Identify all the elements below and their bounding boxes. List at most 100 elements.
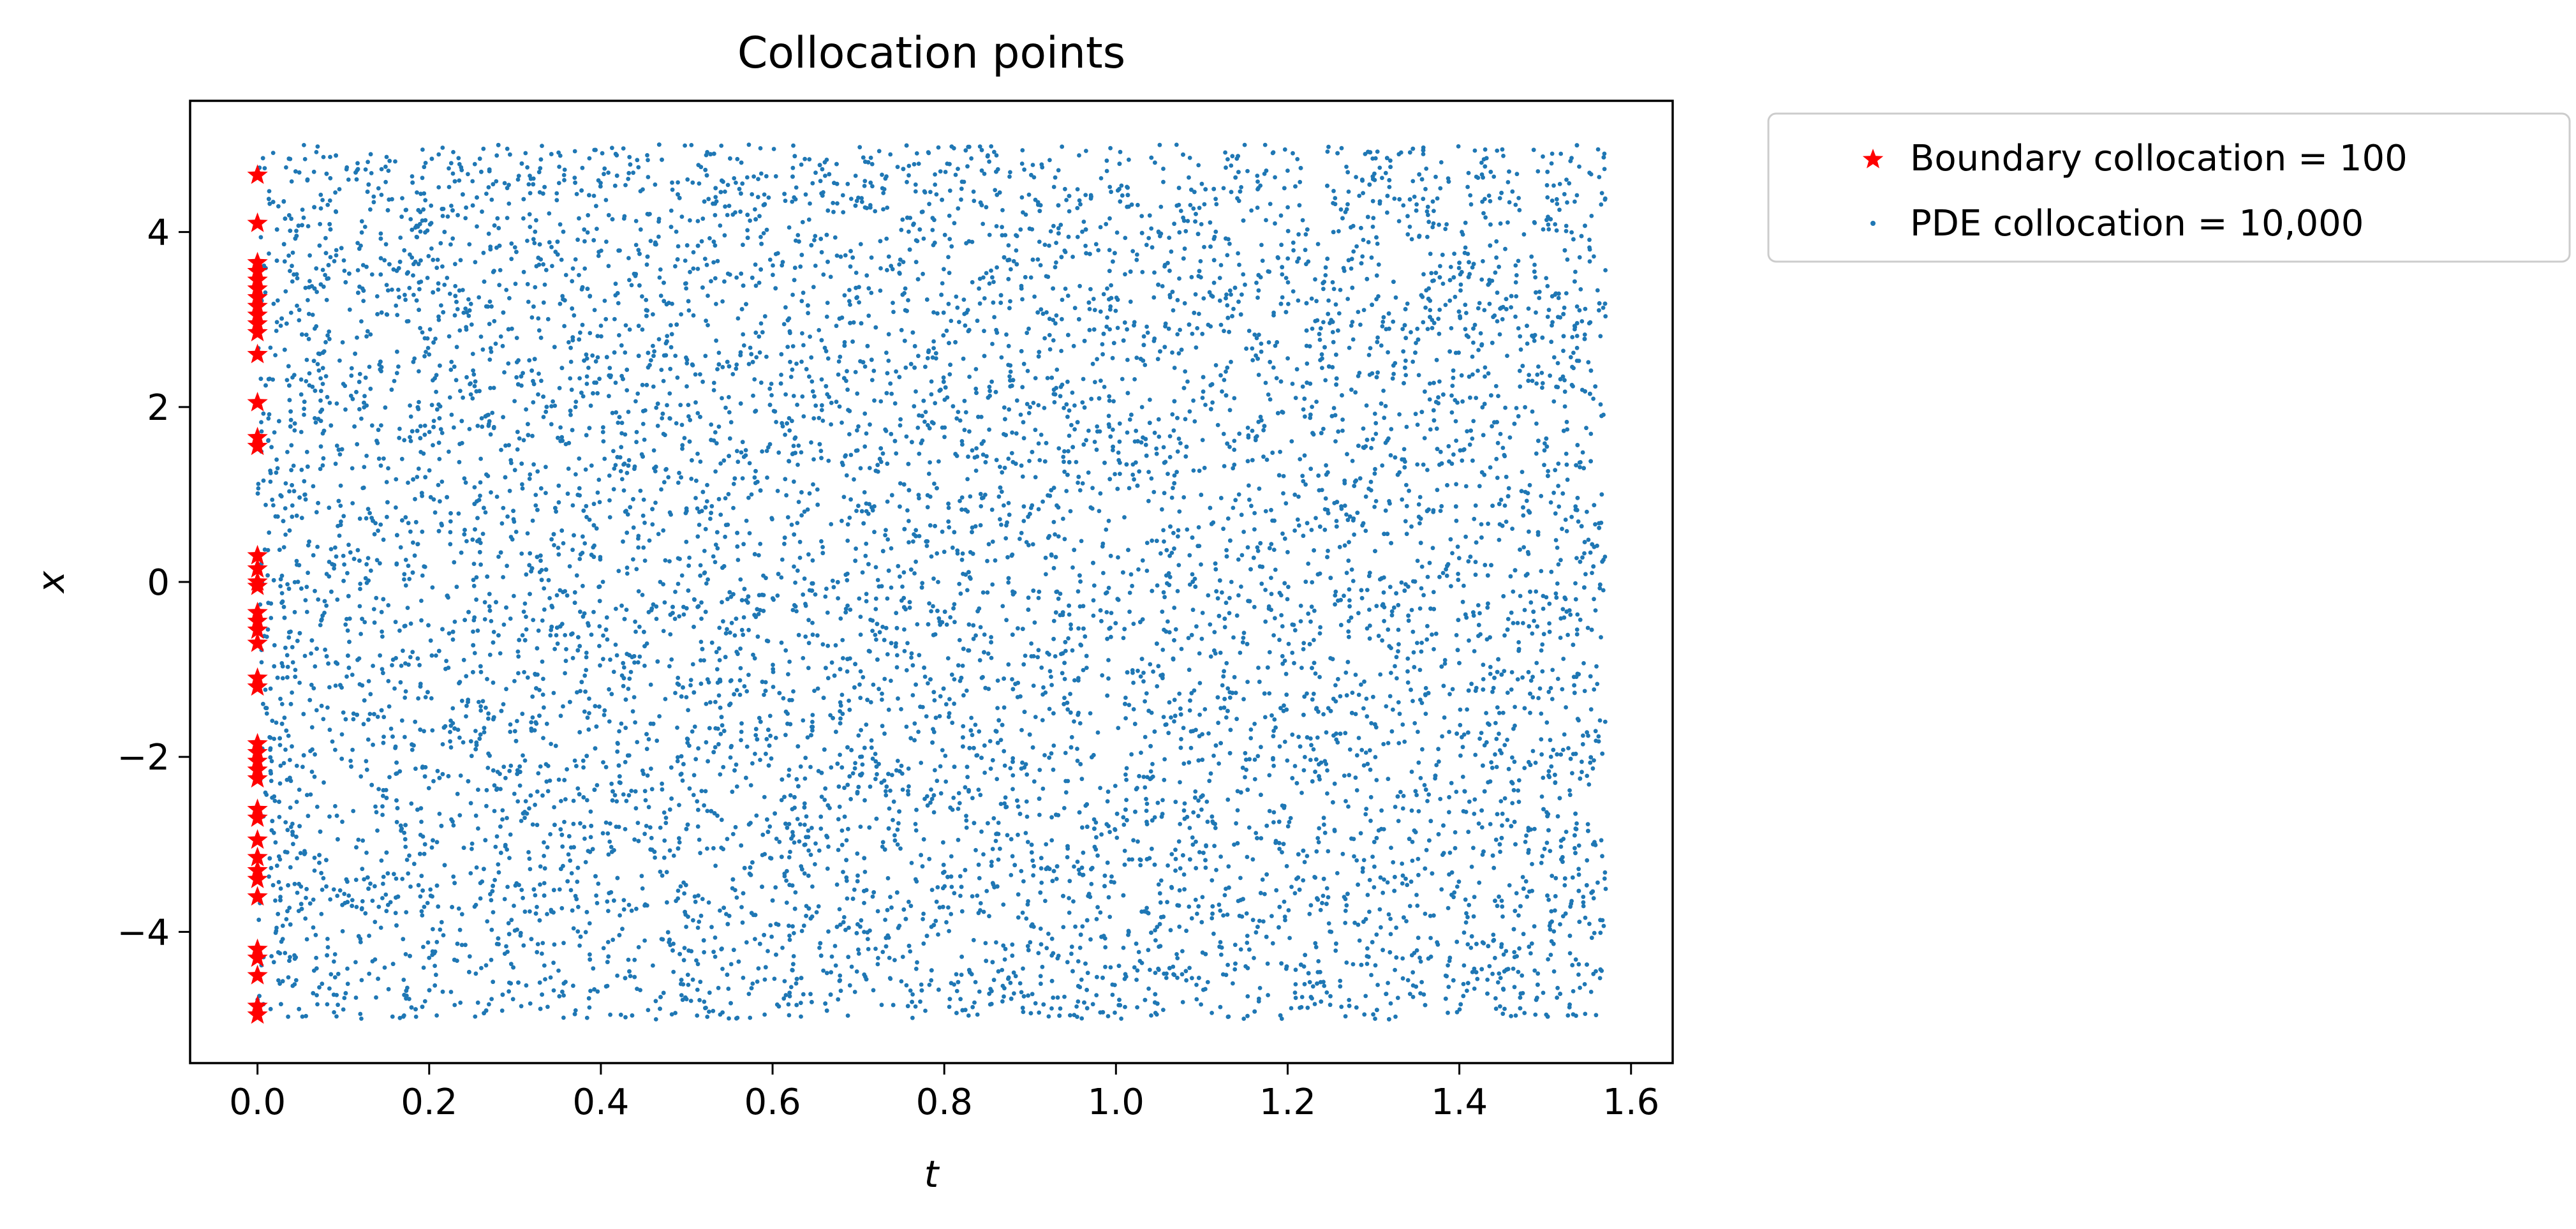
pde-point xyxy=(943,754,948,758)
pde-point xyxy=(737,678,743,683)
pde-point xyxy=(507,295,512,301)
pde-point xyxy=(673,264,677,269)
pde-point xyxy=(938,694,943,699)
pde-point xyxy=(1333,302,1338,307)
pde-point xyxy=(1536,696,1541,701)
pde-point xyxy=(1060,297,1065,302)
pde-point xyxy=(1256,666,1261,670)
pde-point xyxy=(1079,977,1084,982)
pde-point xyxy=(588,835,593,840)
pde-point xyxy=(985,590,990,595)
pde-point xyxy=(1326,849,1331,854)
pde-point xyxy=(961,693,966,698)
pde-point xyxy=(1139,214,1144,218)
pde-point xyxy=(1539,569,1544,574)
pde-point xyxy=(1539,371,1544,375)
pde-point xyxy=(1143,442,1148,447)
pde-point xyxy=(1252,510,1257,516)
pde-point xyxy=(771,685,776,689)
pde-point xyxy=(1365,946,1370,951)
pde-point xyxy=(1109,634,1113,639)
pde-point xyxy=(1349,387,1354,392)
pde-point xyxy=(345,966,350,971)
pde-point xyxy=(334,253,339,258)
pde-point xyxy=(1497,264,1502,269)
pde-point xyxy=(787,225,792,230)
pde-point xyxy=(1241,636,1246,640)
pde-point xyxy=(927,983,932,987)
pde-point xyxy=(332,258,337,264)
pde-point xyxy=(808,853,813,857)
pde-point xyxy=(595,355,600,360)
pde-point xyxy=(1498,976,1503,980)
pde-point xyxy=(327,336,332,341)
pde-point xyxy=(1488,822,1493,826)
pde-point xyxy=(1123,696,1128,700)
pde-point xyxy=(294,228,299,234)
pde-point xyxy=(1551,929,1557,934)
pde-point xyxy=(1308,757,1313,763)
pde-point xyxy=(609,781,614,786)
pde-point xyxy=(1296,298,1301,303)
pde-point xyxy=(691,266,696,271)
pde-point xyxy=(1145,331,1150,335)
pde-point xyxy=(899,327,904,332)
pde-point xyxy=(799,299,804,304)
pde-point xyxy=(603,764,609,770)
pde-point xyxy=(1346,558,1351,563)
pde-point xyxy=(1518,384,1523,389)
pde-point xyxy=(1036,648,1041,653)
pde-point xyxy=(715,546,720,551)
pde-point xyxy=(567,564,572,569)
pde-point xyxy=(625,571,630,576)
pde-point xyxy=(1316,959,1321,964)
pde-point xyxy=(1396,219,1402,223)
pde-point xyxy=(1281,491,1285,496)
pde-point xyxy=(933,401,938,406)
pde-point xyxy=(862,411,868,416)
pde-point xyxy=(1568,355,1573,360)
pde-point xyxy=(350,501,355,505)
pde-point xyxy=(1540,642,1545,647)
pde-point xyxy=(914,389,918,394)
pde-point xyxy=(1068,710,1073,715)
pde-point xyxy=(1172,606,1177,610)
pde-point xyxy=(258,602,263,607)
pde-point xyxy=(1570,771,1574,776)
pde-point xyxy=(706,294,710,298)
pde-point xyxy=(422,354,427,359)
pde-point xyxy=(811,416,817,421)
pde-point xyxy=(1415,641,1419,645)
pde-point xyxy=(294,763,299,768)
pde-point xyxy=(761,573,766,578)
pde-point xyxy=(1019,530,1024,535)
pde-point xyxy=(325,333,330,338)
pde-point xyxy=(1067,209,1072,214)
pde-point xyxy=(419,874,424,879)
pde-point xyxy=(1023,653,1028,658)
pde-point xyxy=(711,950,716,955)
pde-point xyxy=(343,407,348,412)
pde-point xyxy=(548,633,553,638)
pde-point xyxy=(621,488,626,493)
pde-point xyxy=(1435,488,1440,493)
pde-point xyxy=(347,307,352,312)
pde-point xyxy=(1104,168,1109,174)
pde-point xyxy=(966,1013,971,1018)
pde-point xyxy=(644,747,649,752)
pde-point xyxy=(779,575,784,580)
pde-point xyxy=(596,253,601,258)
pde-point xyxy=(1462,583,1466,588)
pde-point xyxy=(1516,913,1521,918)
pde-point xyxy=(1414,341,1418,345)
pde-point xyxy=(455,791,460,796)
pde-point xyxy=(1326,895,1331,900)
pde-point xyxy=(599,248,603,253)
pde-point xyxy=(424,350,428,354)
pde-point xyxy=(1478,331,1483,336)
pde-point xyxy=(599,334,603,339)
pde-point xyxy=(756,612,761,616)
pde-point xyxy=(926,472,931,476)
pde-point xyxy=(1059,348,1063,354)
pde-point xyxy=(1273,725,1278,730)
